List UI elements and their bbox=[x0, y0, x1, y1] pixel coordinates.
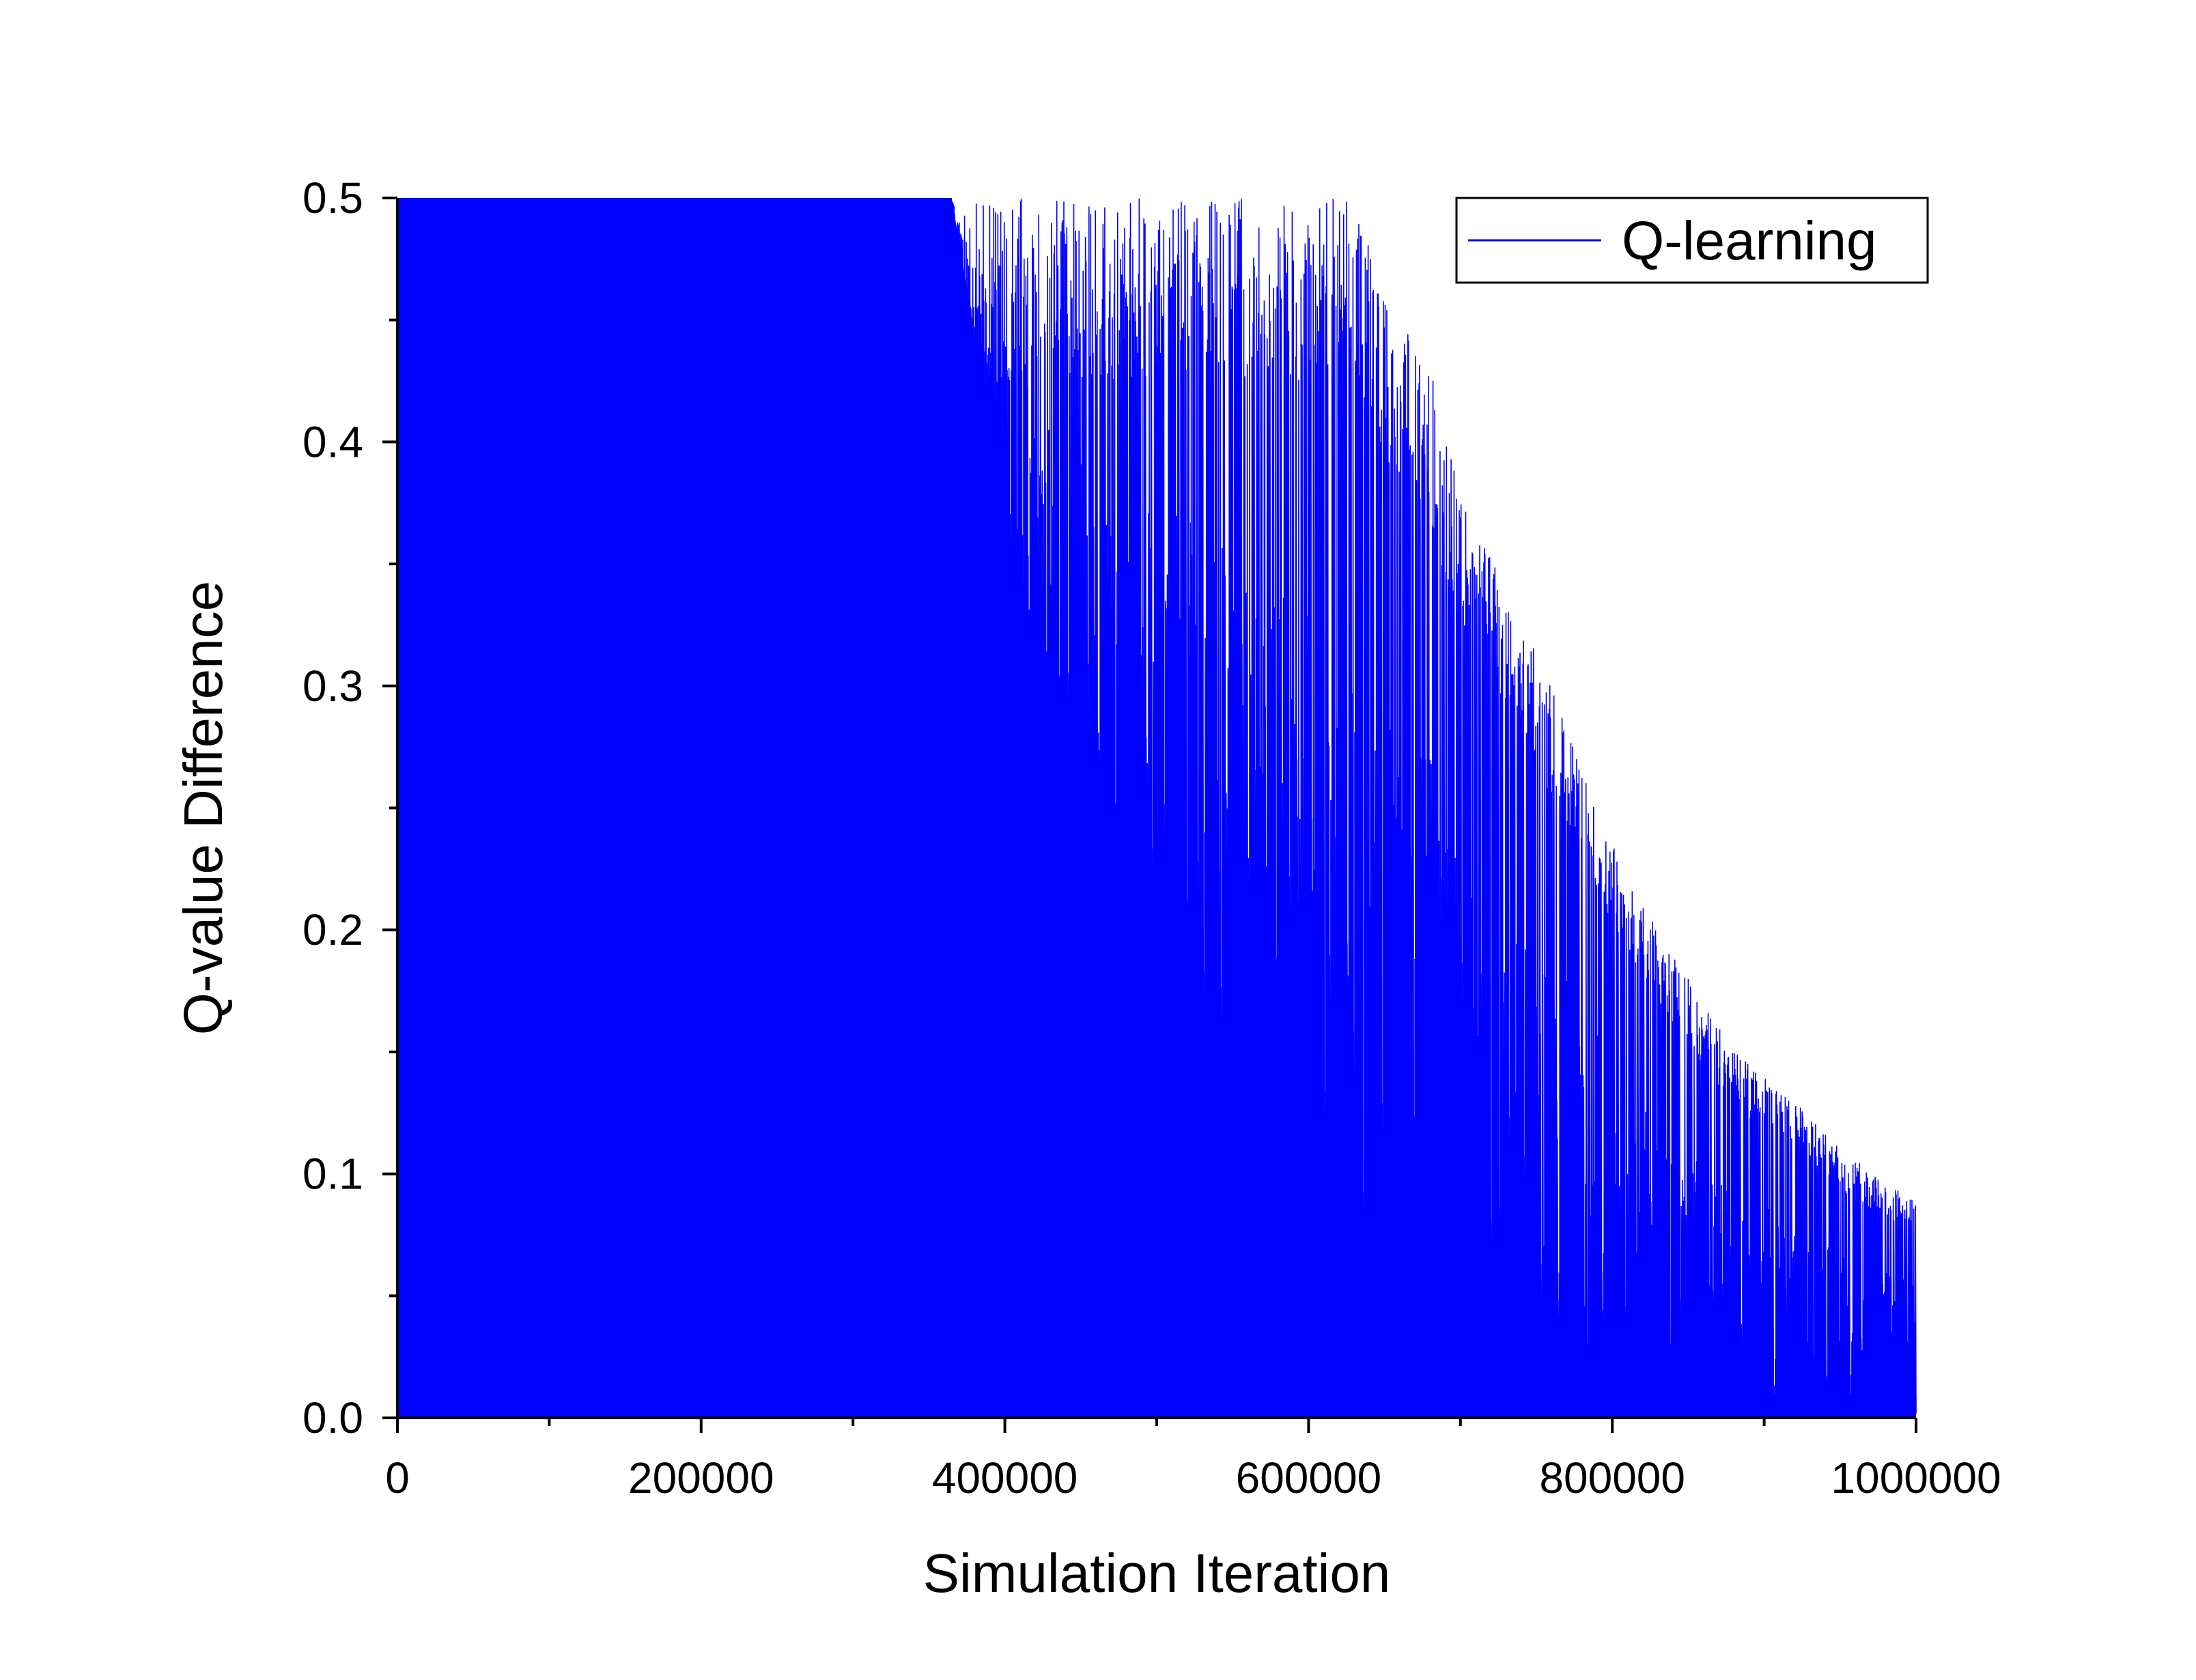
x-tick-label: 400000 bbox=[932, 1453, 1078, 1503]
series-q-learning bbox=[397, 197, 1917, 1419]
legend-label-q-learning: Q-learning bbox=[1622, 210, 1877, 271]
y-tick-label: 0.1 bbox=[302, 1150, 363, 1199]
legend: Q-learning bbox=[1455, 197, 1929, 284]
axes: 0 200000 400000 600000 800000 1000000 0.00.10… bbox=[302, 173, 2001, 1503]
x-tick-label: 800000 bbox=[1539, 1453, 1685, 1503]
x-tick-label: 0 bbox=[385, 1453, 410, 1503]
y-tick-label: 0.4 bbox=[302, 417, 363, 466]
y-tick-label: 0.0 bbox=[302, 1393, 363, 1442]
y-tick-label: 0.2 bbox=[302, 905, 363, 954]
x-tick-label: 1000000 bbox=[1831, 1453, 2001, 1503]
legend-box bbox=[1455, 197, 1929, 284]
x-axis-title: Simulation Iteration bbox=[923, 1543, 1391, 1604]
y-ticks: 0.0 0.1 0.2 0.3 0.4 0.5 bbox=[302, 173, 397, 1442]
x-ticks: 0 200000 400000 600000 800000 1000000 bbox=[385, 1418, 2001, 1503]
y-axis-title: Q-value Difference bbox=[173, 581, 234, 1036]
plot-area bbox=[397, 197, 1917, 1419]
x-tick-label: 200000 bbox=[628, 1453, 774, 1503]
y-tick-label: 0.3 bbox=[302, 661, 363, 711]
series-line-q-learning bbox=[397, 197, 1917, 1419]
x-tick-label: 600000 bbox=[1236, 1453, 1382, 1503]
y-tick-label: 0.5 bbox=[302, 173, 363, 223]
